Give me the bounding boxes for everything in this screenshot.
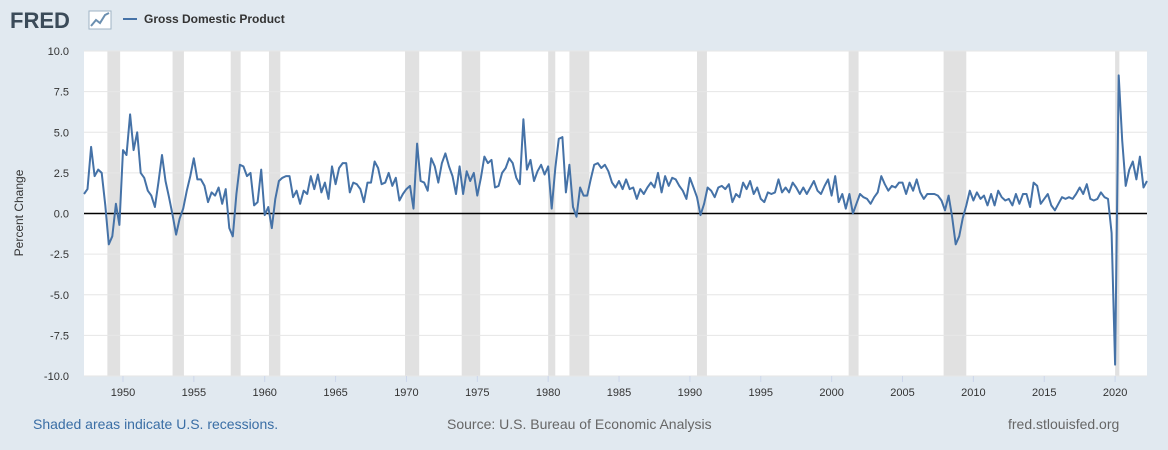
x-tick-label: 1965 bbox=[323, 387, 347, 399]
legend[interactable]: Gross Domestic Product bbox=[123, 12, 285, 26]
site-url[interactable]: fred.stlouisfed.org bbox=[1008, 416, 1120, 432]
y-tick-label: -10.0 bbox=[44, 371, 69, 383]
y-tick-label: -5.0 bbox=[50, 290, 69, 302]
y-tick-label: 7.5 bbox=[54, 87, 69, 99]
x-axis-ticks: 1950 1955 1960 1965 1970 1975 1980 1985 1990 1995… bbox=[111, 376, 1127, 399]
legend-label: Gross Domestic Product bbox=[144, 12, 285, 26]
x-tick-label: 2020 bbox=[1103, 387, 1127, 399]
x-tick-label: 1995 bbox=[749, 387, 773, 399]
x-tick-label: 2000 bbox=[819, 387, 843, 399]
x-tick-label: 2010 bbox=[961, 387, 985, 399]
x-tick-label: 2015 bbox=[1032, 387, 1056, 399]
y-axis-title: Percent Change bbox=[12, 169, 26, 256]
x-tick-label: 2005 bbox=[890, 387, 914, 399]
x-tick-label: 1985 bbox=[607, 387, 631, 399]
y-tick-label: 0.0 bbox=[54, 209, 69, 221]
recession-note-link[interactable]: Shaded areas indicate U.S. recessions. bbox=[33, 416, 279, 432]
x-tick-label: 1980 bbox=[536, 387, 560, 399]
x-tick-label: 1950 bbox=[111, 387, 135, 399]
y-tick-label: 10.0 bbox=[48, 46, 69, 58]
fred-logo[interactable]: FRED bbox=[10, 8, 112, 33]
y-tick-label: -2.5 bbox=[50, 249, 69, 261]
x-tick-label: 1975 bbox=[465, 387, 489, 399]
x-tick-label: 1970 bbox=[394, 387, 418, 399]
source-note: Source: U.S. Bureau of Economic Analysis bbox=[447, 416, 712, 432]
x-tick-label: 1955 bbox=[182, 387, 206, 399]
fred-logo-chart-icon bbox=[88, 10, 112, 30]
y-tick-label: 5.0 bbox=[54, 127, 69, 139]
fred-logo-text: FRED bbox=[10, 8, 70, 33]
x-tick-label: 1990 bbox=[678, 387, 702, 399]
y-axis-ticks: 10.0 7.5 5.0 2.5 0.0 -2.5 -5.0 -7.5 -10.0 bbox=[44, 46, 69, 383]
x-tick-label: 1960 bbox=[252, 387, 276, 399]
series-line-gdp[interactable] bbox=[83, 74, 1148, 366]
y-tick-label: 2.5 bbox=[54, 168, 69, 180]
y-tick-label: -7.5 bbox=[50, 330, 69, 342]
